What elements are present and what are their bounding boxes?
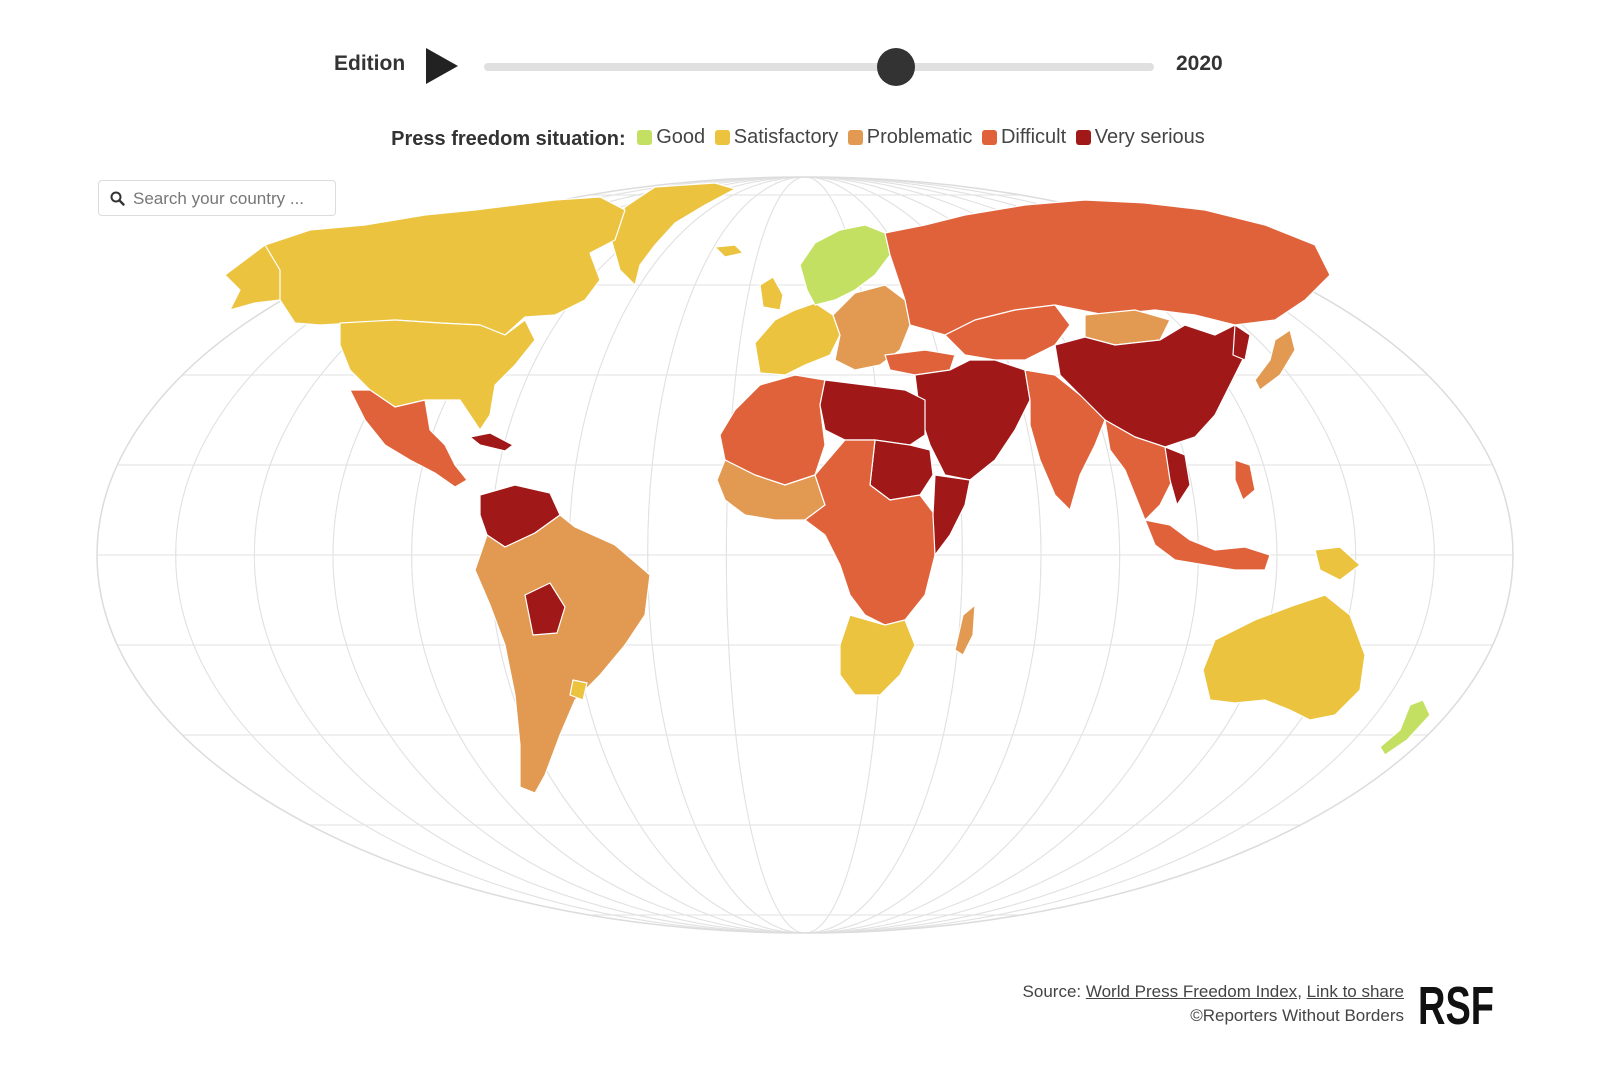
edition-slider-row: Edition 2020 [334,46,1234,86]
region-central-africa[interactable] [804,439,936,626]
legend-label-very-serious: Very serious [1094,126,1205,148]
region-russia[interactable] [884,199,1331,336]
share-link[interactable]: Link to share [1306,982,1404,1001]
play-icon[interactable] [424,48,460,84]
region-middle-east[interactable] [914,359,1031,481]
rsf-logo-text: RSF [1418,976,1494,1028]
rsf-logo: RSF [1418,976,1494,1028]
search-icon [110,191,125,206]
legend: Press freedom situation: Good Satisfacto… [0,126,1600,151]
edition-slider-track[interactable] [484,48,1154,86]
edition-slider-handle[interactable] [877,48,916,86]
region-canada[interactable] [264,196,626,336]
source-prefix: Source: [1022,982,1082,1001]
legend-item-good[interactable]: Good [637,126,705,149]
edition-label: Edition [334,52,406,75]
map-outline [96,176,1514,934]
legend-swatch-satisfactory [714,130,730,145]
region-north-korea[interactable] [1232,324,1251,361]
region-nordic[interactable] [799,224,891,306]
legend-label-problematic: Problematic [866,126,973,148]
source-separator: , [1297,982,1302,1001]
legend-swatch-very-serious [1075,130,1091,145]
legend-swatch-problematic [847,130,863,145]
legend-item-problematic[interactable]: Problematic [847,126,973,149]
region-iceland[interactable] [714,244,744,258]
region-new-zealand[interactable] [1379,699,1431,756]
region-central-asia[interactable] [944,304,1071,361]
region-eastern-europe[interactable] [832,284,911,371]
region-madagascar[interactable] [954,604,976,656]
region-vietnam[interactable] [1164,446,1191,506]
region-png[interactable] [1314,546,1361,581]
legend-item-very-serious[interactable]: Very serious [1075,126,1205,149]
region-india[interactable] [1024,369,1106,511]
legend-title: Press freedom situation: [391,128,626,150]
edition-year: 2020 [1176,52,1223,75]
copyright: ©Reporters Without Borders [1190,1006,1404,1025]
region-philippines[interactable] [1234,459,1256,501]
region-southeast-asia[interactable] [1104,419,1176,521]
region-southern-africa[interactable] [839,614,916,696]
region-south-america[interactable] [474,514,651,794]
region-greenland[interactable] [609,182,736,286]
region-alaska[interactable] [224,244,281,311]
region-australia[interactable] [1202,594,1366,721]
region-uruguay[interactable] [569,679,588,701]
source-link[interactable]: World Press Freedom Index [1085,982,1298,1001]
region-indonesia[interactable] [1144,519,1271,571]
search-input[interactable] [131,183,333,215]
legend-label-good: Good [656,126,706,148]
region-cuba[interactable] [469,432,514,452]
legend-item-difficult[interactable]: Difficult [981,126,1067,149]
legend-label-satisfactory: Satisfactory [733,126,839,148]
legend-label-difficult: Difficult [1000,126,1067,148]
world-map[interactable] [95,175,1515,935]
source-line: Source: World Press Freedom Index, Link … [1023,982,1404,1002]
region-uk[interactable] [759,276,784,311]
legend-swatch-good [637,130,653,145]
region-sudan[interactable] [869,439,934,501]
legend-swatch-difficult [981,130,997,145]
region-japan[interactable] [1254,329,1296,391]
region-somalia[interactable] [932,474,971,556]
region-bolivia[interactable] [524,582,566,636]
search-box[interactable] [98,180,336,216]
region-libya-egypt[interactable] [819,379,926,446]
legend-item-satisfactory[interactable]: Satisfactory [714,126,839,149]
region-western-europe[interactable] [754,302,841,376]
region-mexico[interactable] [349,389,468,488]
